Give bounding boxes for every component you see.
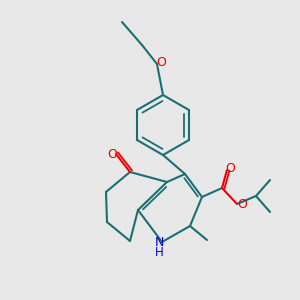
Text: O: O <box>225 163 235 176</box>
Text: O: O <box>156 56 166 70</box>
Text: H: H <box>154 247 164 260</box>
Text: O: O <box>107 148 117 161</box>
Text: O: O <box>237 199 247 212</box>
Text: N: N <box>154 236 164 250</box>
